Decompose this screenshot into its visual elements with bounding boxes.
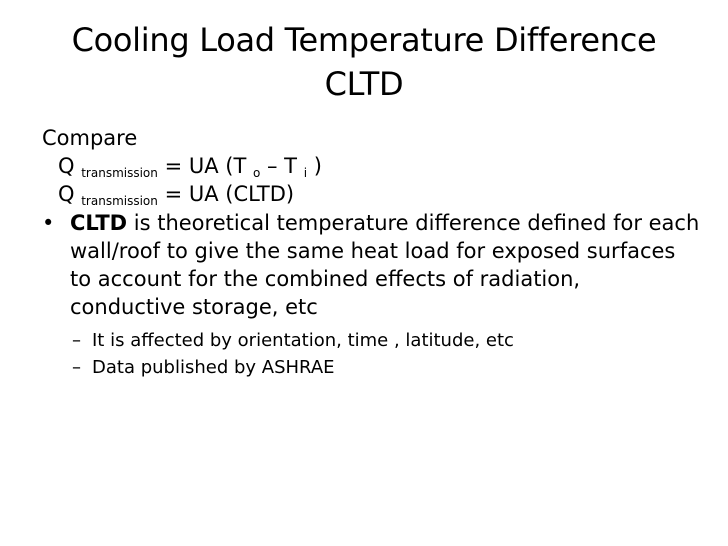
sub-bullet-1: – It is affected by orientation, time , … xyxy=(72,327,702,354)
eq2-rest: = UA (CLTD) xyxy=(164,182,295,206)
eq1-end: ) xyxy=(313,154,322,178)
eq2-q: Q xyxy=(58,182,75,206)
bullet-bold-term: CLTD xyxy=(70,211,128,235)
bullet-body: is theoretical temperature difference de… xyxy=(70,211,700,319)
compare-label: Compare xyxy=(42,126,138,150)
eq1-mid: = UA (T xyxy=(164,154,247,178)
equation-1: Q transmission = UA (T o – T i ) xyxy=(42,152,702,180)
sub-bullet-2: – Data published by ASHRAE xyxy=(72,354,702,381)
sub-bullet-text: Data published by ASHRAE xyxy=(92,357,335,378)
title-line-1: Cooling Load Temperature Difference xyxy=(71,21,657,59)
sub-bullet-marker: – xyxy=(72,330,81,351)
eq1-q: Q xyxy=(58,154,75,178)
sub-bullet-text: It is affected by orientation, time , la… xyxy=(92,330,514,351)
sub-bullet-marker: – xyxy=(72,357,81,378)
title-line-2: CLTD xyxy=(324,65,404,103)
eq1-subscript: transmission xyxy=(81,166,158,180)
sub-bullet-list: – It is affected by orientation, time , … xyxy=(42,327,702,381)
eq1-sub-i: i xyxy=(303,166,308,180)
eq2-subscript: transmission xyxy=(81,194,158,208)
eq1-dash: – T xyxy=(267,154,298,178)
bullet-cltd: • CLTD is theoretical temperature differ… xyxy=(42,209,702,321)
bullet-marker: • xyxy=(42,211,55,235)
equation-2: Q transmission = UA (CLTD) xyxy=(42,180,702,208)
slide-body: Compare Q transmission = UA (T o – T i )… xyxy=(42,124,702,381)
slide-title: Cooling Load Temperature Difference CLTD xyxy=(20,18,708,106)
bullet-text: CLTD is theoretical temperature differen… xyxy=(70,209,702,321)
eq1-sub-o: o xyxy=(252,166,261,180)
